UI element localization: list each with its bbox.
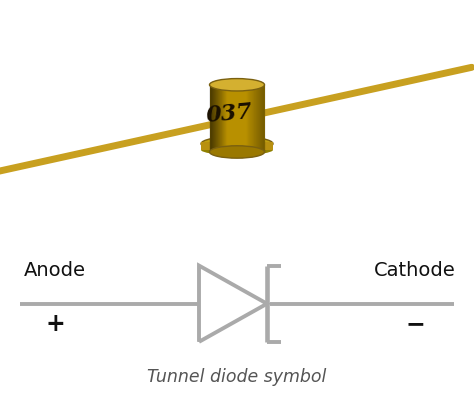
Ellipse shape xyxy=(210,79,264,91)
Text: Tunnel diode symbol: Tunnel diode symbol xyxy=(147,368,327,386)
Bar xyxy=(201,142,273,150)
Text: Anode: Anode xyxy=(24,261,86,280)
Ellipse shape xyxy=(201,145,273,155)
Text: Cathode: Cathode xyxy=(374,261,456,280)
Text: −: − xyxy=(405,312,425,336)
Ellipse shape xyxy=(201,136,273,151)
Ellipse shape xyxy=(210,146,264,158)
FancyBboxPatch shape xyxy=(210,85,265,152)
Text: 037: 037 xyxy=(205,101,253,127)
Text: +: + xyxy=(45,312,65,336)
